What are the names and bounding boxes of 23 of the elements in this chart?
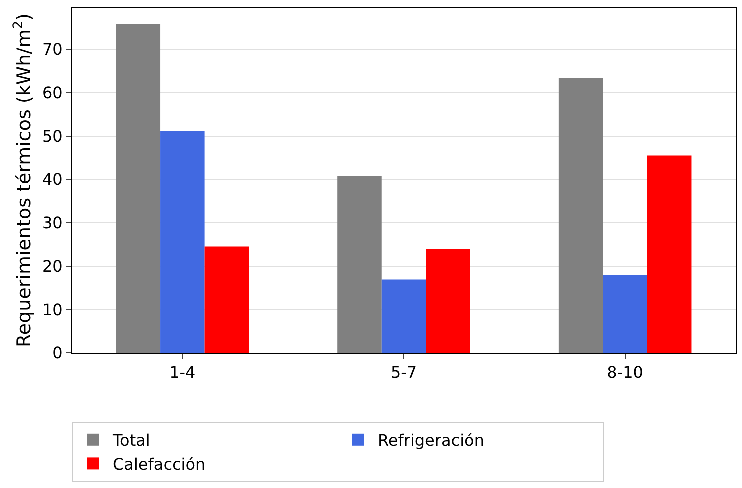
bar xyxy=(647,156,692,353)
y-tick-label: 0 xyxy=(52,344,63,363)
legend-label: Refrigeración xyxy=(378,431,484,450)
bar xyxy=(558,78,604,353)
legend-label: Total xyxy=(112,431,150,450)
bar xyxy=(426,249,470,353)
bar xyxy=(116,24,161,353)
y-tick-label: 30 xyxy=(42,214,63,233)
y-tick-label: 20 xyxy=(42,256,63,276)
y-tick-label: 60 xyxy=(42,84,63,103)
y-tick-label: 40 xyxy=(42,170,63,190)
bar xyxy=(382,280,426,353)
x-tick-label: 8-10 xyxy=(607,363,644,382)
bar xyxy=(160,131,205,353)
y-tick-label: 50 xyxy=(42,126,63,146)
bar xyxy=(338,176,382,353)
legend-label: Calefacción xyxy=(113,454,206,474)
x-tick-label: 5-7 xyxy=(390,363,418,382)
bar xyxy=(204,246,250,353)
y-tick-label: 70 xyxy=(42,40,63,60)
y-tick-label: 10 xyxy=(42,300,63,320)
x-tick-label: 1-4 xyxy=(170,363,196,382)
bar xyxy=(603,275,648,353)
